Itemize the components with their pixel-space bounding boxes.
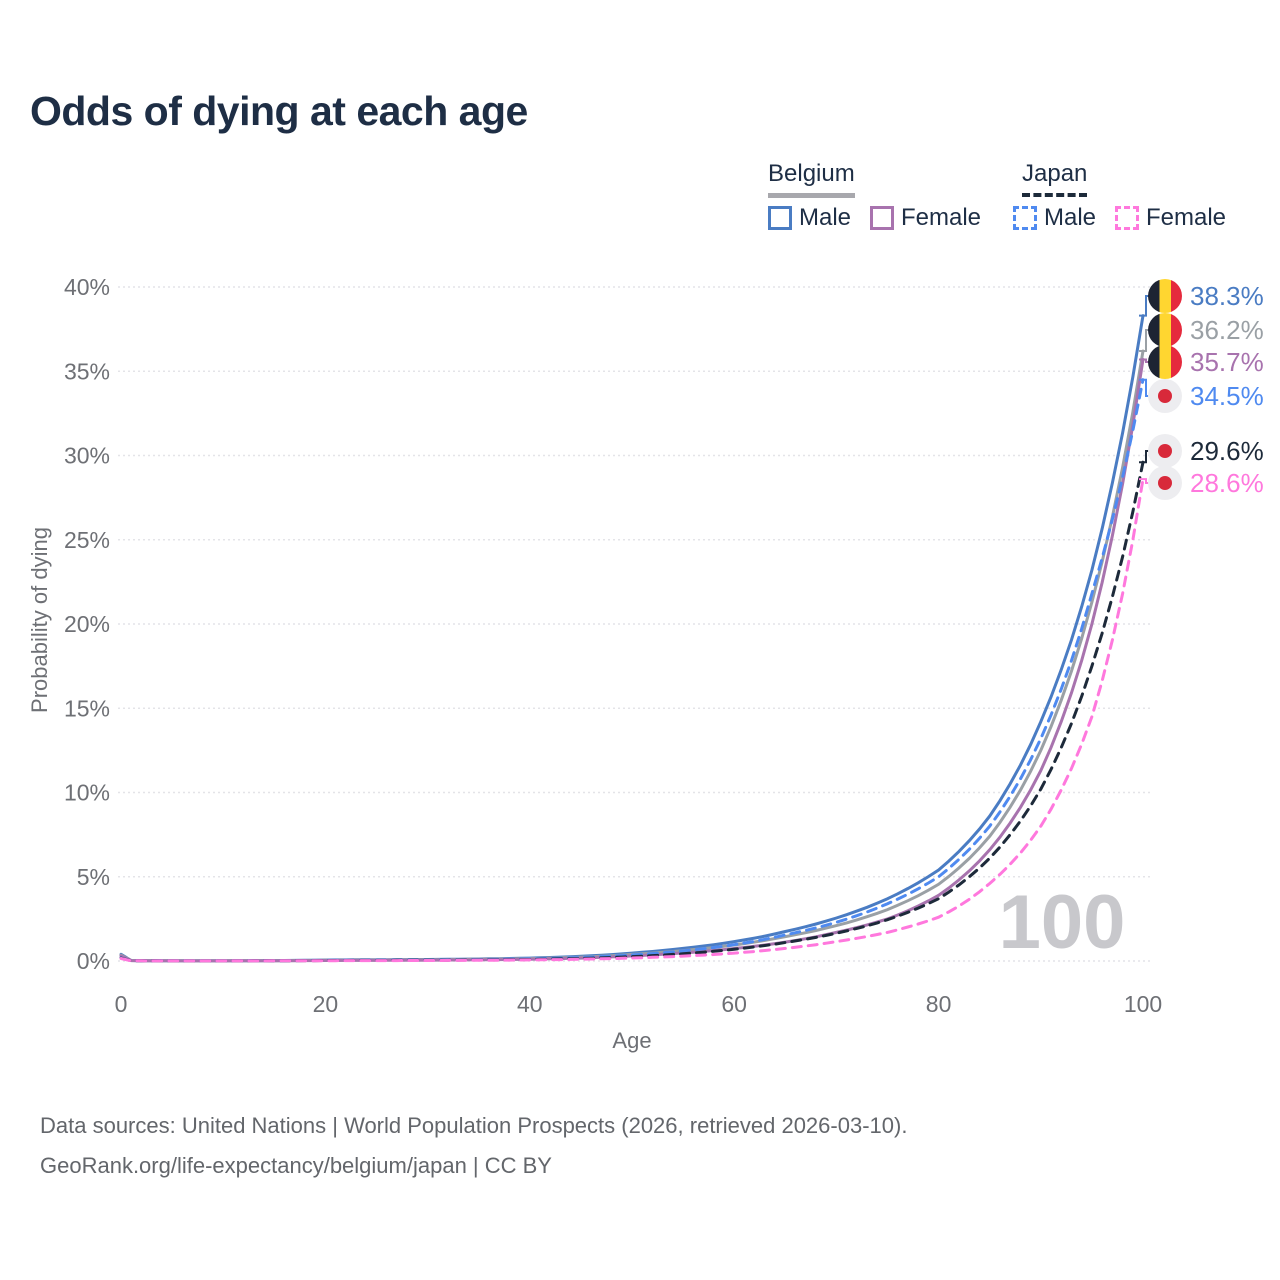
svg-text:80: 80 <box>926 991 952 1017</box>
belgium-flag-icon <box>1148 279 1182 313</box>
footer-attribution[interactable]: GeoRank.org/life-expectancy/belgium/japa… <box>40 1153 552 1178</box>
japan-female-swatch-icon <box>1115 206 1139 230</box>
japan-flag-icon <box>1148 434 1182 468</box>
chart-canvas: 0% 5% 10% 15% 20% 25% 30% 35% 40% 0 20 40 60 80 100 Age… <box>27 274 1162 1053</box>
svg-text:0%: 0% <box>77 948 110 974</box>
end-label-japan-total: 29.6% <box>1148 434 1264 468</box>
svg-text:10%: 10% <box>64 780 110 806</box>
japan-male-swatch-icon <box>1013 206 1037 230</box>
end-value-label: 29.6% <box>1190 435 1264 466</box>
svg-text:Age: Age <box>612 1028 651 1053</box>
svg-text:5%: 5% <box>77 864 110 890</box>
svg-text:35%: 35% <box>64 358 110 384</box>
svg-text:40: 40 <box>517 991 543 1017</box>
legend-item-japan-male[interactable]: Male <box>1013 204 1096 232</box>
end-label-belgium-female: 35.7% <box>1148 345 1264 379</box>
belgium-flag-icon <box>1148 313 1182 347</box>
svg-text:20%: 20% <box>64 611 110 637</box>
legend-item-label: Female <box>1146 204 1227 231</box>
legend-item-belgium-female[interactable]: Female <box>870 204 981 232</box>
svg-text:Probability of dying: Probability of dying <box>27 527 52 713</box>
footer-data-sources: Data sources: United Nations | World Pop… <box>40 1113 908 1138</box>
end-value-label: 38.3% <box>1190 280 1264 311</box>
svg-text:100: 100 <box>999 880 1126 965</box>
japan-flag-icon <box>1148 379 1182 413</box>
legend-item-label: Female <box>901 204 982 231</box>
svg-text:20: 20 <box>313 991 339 1017</box>
legend-group-belgium[interactable]: Belgium <box>768 160 855 198</box>
page-title: Odds of dying at each age <box>30 88 528 134</box>
footer: Data sources: United Nations | World Pop… <box>40 1106 907 1186</box>
end-label-belgium-total: 36.2% <box>1148 313 1264 347</box>
svg-text:30%: 30% <box>64 443 110 469</box>
legend-item-belgium-male[interactable]: Male <box>768 204 851 232</box>
belgium-female-swatch-icon <box>870 206 894 230</box>
legend-item-label: Male <box>1044 204 1097 231</box>
svg-text:40%: 40% <box>64 274 110 300</box>
end-value-label: 36.2% <box>1190 314 1264 345</box>
end-label-japan-female: 28.6% <box>1148 466 1264 500</box>
belgium-male-swatch-icon <box>768 206 792 230</box>
end-value-label: 28.6% <box>1190 467 1264 498</box>
legend-group-japan[interactable]: Japan <box>1022 160 1088 197</box>
svg-text:60: 60 <box>721 991 747 1017</box>
svg-text:0: 0 <box>115 991 128 1017</box>
end-value-label: 35.7% <box>1190 346 1264 377</box>
chart-legend: Belgium Male Female Japan Male Female <box>0 160 1280 240</box>
belgium-flag-icon <box>1148 345 1182 379</box>
end-label-japan-male: 34.5% <box>1148 379 1264 413</box>
svg-text:15%: 15% <box>64 695 110 721</box>
japan-flag-icon <box>1148 466 1182 500</box>
legend-item-japan-female[interactable]: Female <box>1115 204 1226 232</box>
end-label-belgium-male: 38.3% <box>1148 279 1264 313</box>
end-value-label: 34.5% <box>1190 380 1264 411</box>
svg-text:25%: 25% <box>64 527 110 553</box>
legend-item-label: Male <box>799 204 852 231</box>
svg-text:100: 100 <box>1124 991 1162 1017</box>
